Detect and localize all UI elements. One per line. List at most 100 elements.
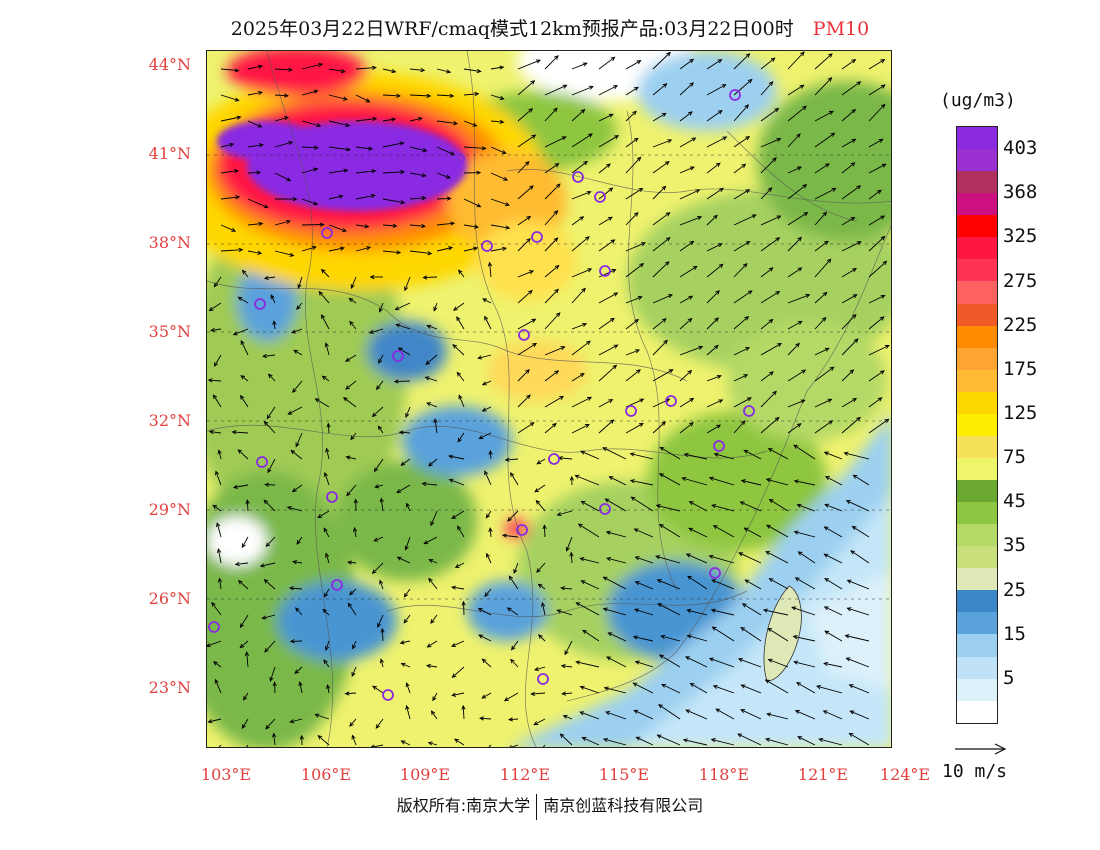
wind-arrow-head	[295, 607, 300, 612]
wind-arrow-head	[314, 713, 320, 718]
station-marker	[516, 524, 528, 536]
wind-arrow	[709, 477, 735, 486]
wind-arrow-head	[487, 261, 493, 267]
wind-arrow	[517, 369, 530, 382]
pm10-map[interactable]	[207, 51, 892, 748]
wind-arrow	[679, 398, 694, 408]
wind-arrow-head	[477, 608, 483, 612]
wind-arrow-head	[661, 185, 667, 191]
wind-arrow	[652, 340, 668, 356]
wind-arrow-head	[513, 568, 518, 574]
legend-tick-label: 35	[1003, 534, 1026, 557]
wind-arrow-head	[802, 184, 808, 189]
wind-arrow-head	[351, 671, 356, 677]
wind-arrow-head	[212, 504, 218, 510]
wind-arrow-head	[658, 654, 664, 659]
wind-arrow-head	[526, 215, 532, 221]
wind-arrow	[816, 685, 843, 694]
wind-arrow-head	[764, 737, 770, 742]
wind-arrow	[211, 602, 222, 616]
wind-arrow	[511, 640, 519, 650]
wind-arrow-head	[264, 647, 269, 653]
station-marker	[208, 621, 220, 633]
wind-arrow-head	[345, 147, 351, 152]
wind-arrow-head	[852, 474, 858, 479]
wind-arrow	[538, 583, 546, 590]
wind-arrow-head	[343, 168, 349, 173]
wind-arrow	[733, 53, 750, 70]
wind-arrow	[742, 603, 762, 616]
wind-arrow-head	[554, 55, 559, 60]
wind-arrow	[247, 250, 262, 254]
wind-arrow-head	[488, 449, 493, 455]
wind-arrow-head	[458, 269, 463, 275]
wind-arrow	[625, 263, 644, 278]
wind-arrow-head	[708, 657, 714, 662]
wind-arrow	[652, 185, 666, 200]
wind-arrow	[490, 198, 510, 206]
wind-arrow	[706, 375, 722, 382]
wind-arrow	[580, 711, 600, 720]
legend-swatch	[957, 281, 997, 304]
wind-arrow	[400, 458, 411, 466]
wind-arrow	[571, 216, 584, 226]
wind-arrow	[396, 484, 411, 493]
wind-arrow-head	[231, 227, 237, 232]
wind-arrow	[679, 137, 696, 148]
wind-arrow	[787, 105, 807, 122]
wind-arrow	[738, 658, 762, 668]
wind-arrow	[463, 224, 479, 228]
wind-arrow-head	[794, 710, 800, 715]
wind-arrow-head	[688, 527, 694, 532]
wind-arrow	[490, 224, 510, 229]
wind-arrow-head	[579, 557, 585, 562]
wind-arrow	[561, 665, 573, 668]
wind-arrow	[327, 685, 330, 694]
wind-arrow-head	[661, 683, 666, 688]
wind-arrow-head	[738, 552, 744, 557]
wind-arrow	[349, 298, 357, 304]
wind-arrow-head	[345, 455, 351, 460]
wind-arrow-head	[482, 298, 488, 303]
wind-arrow-head	[395, 323, 401, 328]
wind-arrow	[455, 562, 465, 568]
wind-arrow-head	[588, 85, 594, 90]
wind-arrow	[824, 526, 843, 538]
wind-arrow-head	[629, 479, 635, 484]
wind-arrow-head	[560, 663, 566, 669]
map-panel[interactable]	[206, 50, 892, 748]
wind-arrow	[652, 318, 667, 330]
wind-arrow-head	[396, 93, 401, 98]
wind-arrow-head	[577, 523, 583, 528]
wind-arrow	[288, 406, 303, 415]
wind-arrow-head	[816, 685, 821, 690]
wind-arrow	[218, 744, 222, 747]
wind-arrow-head	[880, 294, 886, 299]
wind-arrow-head	[216, 522, 221, 528]
wind-arrow-head	[294, 669, 300, 674]
wind-arrow	[768, 659, 789, 668]
wind-arrow	[543, 525, 546, 538]
wind-arrow-head	[541, 601, 546, 607]
lon-label-121e: 121°E	[797, 765, 849, 784]
wind-arrow-head	[379, 658, 384, 664]
wind-arrow-head	[257, 123, 263, 128]
wind-arrow	[683, 739, 708, 746]
wind-arrow-head	[744, 316, 750, 321]
wind-arrow-head	[634, 556, 640, 561]
wind-arrow-head	[316, 123, 322, 128]
wind-arrow	[533, 718, 546, 725]
wind-arrow	[349, 321, 357, 330]
wind-arrow-head	[606, 656, 612, 661]
wind-arrow-head	[425, 663, 431, 669]
wind-arrow	[814, 163, 830, 174]
wind-arrow	[423, 536, 438, 545]
wind-arrow	[452, 344, 465, 356]
wind-arrow	[235, 562, 249, 565]
wind-arrow-head	[683, 452, 689, 458]
wind-arrow	[846, 657, 870, 668]
wind-arrow	[398, 347, 411, 356]
wind-arrow-head	[764, 679, 770, 684]
wind-arrow	[846, 500, 870, 512]
wind-arrow-head	[713, 344, 719, 350]
